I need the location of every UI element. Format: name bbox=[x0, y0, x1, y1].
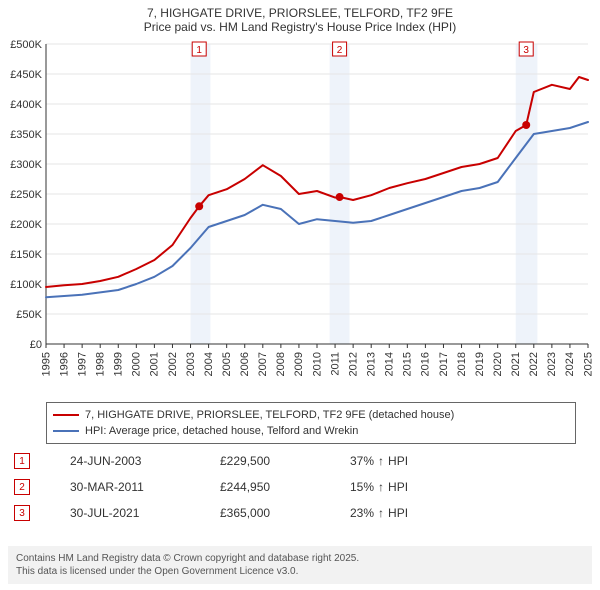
x-tick-label: 2009 bbox=[293, 352, 305, 376]
legend-swatch bbox=[53, 430, 79, 432]
x-tick-label: 2002 bbox=[167, 352, 179, 376]
legend-label: 7, HIGHGATE DRIVE, PRIORSLEE, TELFORD, T… bbox=[85, 409, 454, 421]
legend-item: HPI: Average price, detached house, Telf… bbox=[53, 423, 569, 439]
x-tick-label: 2003 bbox=[185, 352, 197, 376]
x-tick-label: 2014 bbox=[384, 352, 396, 376]
x-tick-label: 2013 bbox=[366, 352, 378, 376]
y-tick-label: £200K bbox=[10, 219, 42, 231]
sale-event-price: £244,950 bbox=[220, 480, 350, 494]
y-tick-label: £150K bbox=[10, 249, 42, 261]
x-tick-label: 2023 bbox=[546, 352, 558, 376]
sale-badge-number: 2 bbox=[337, 45, 343, 56]
sale-event-pct: 15% bbox=[350, 480, 374, 494]
sale-point bbox=[336, 193, 344, 201]
x-tick-label: 1995 bbox=[40, 352, 52, 376]
x-tick-label: 2008 bbox=[275, 352, 287, 376]
y-tick-label: £350K bbox=[10, 129, 42, 141]
title-line-1: 7, HIGHGATE DRIVE, PRIORSLEE, TELFORD, T… bbox=[4, 6, 596, 20]
x-tick-label: 2000 bbox=[131, 352, 143, 376]
legend: 7, HIGHGATE DRIVE, PRIORSLEE, TELFORD, T… bbox=[46, 402, 576, 444]
title-line-2: Price paid vs. HM Land Registry's House … bbox=[4, 20, 596, 34]
footer-line-2: This data is licensed under the Open Gov… bbox=[16, 565, 584, 578]
legend-label: HPI: Average price, detached house, Telf… bbox=[85, 425, 358, 437]
x-tick-label: 2019 bbox=[474, 352, 486, 376]
x-tick-label: 1999 bbox=[113, 352, 125, 376]
x-tick-label: 2011 bbox=[329, 352, 341, 376]
x-tick-label: 2016 bbox=[420, 352, 432, 376]
sale-event-delta: 23% ↑ HPI bbox=[350, 506, 480, 520]
sale-event-badge: 3 bbox=[14, 505, 30, 521]
sale-event-row: 2 30-MAR-2011£244,95015% ↑ HPI bbox=[8, 474, 592, 500]
y-tick-label: £250K bbox=[10, 189, 42, 201]
sale-event-date: 30-MAR-2011 bbox=[70, 480, 220, 494]
x-tick-label: 2017 bbox=[438, 352, 450, 376]
price-chart-svg: £0 £50K £100K £150K £200K £250K £300K £350K £400… bbox=[0, 38, 600, 398]
sale-event-pct: 37% bbox=[350, 454, 374, 468]
y-tick-label: £50K bbox=[16, 309, 42, 321]
arrow-up-icon: ↑ bbox=[378, 480, 384, 494]
x-tick-label: 2005 bbox=[221, 352, 233, 376]
price-chart: £0 £50K £100K £150K £200K £250K £300K £350K £400… bbox=[0, 38, 600, 398]
x-tick-label: 1997 bbox=[76, 352, 88, 376]
chart-titles: 7, HIGHGATE DRIVE, PRIORSLEE, TELFORD, T… bbox=[0, 0, 600, 36]
sale-event-row: 3 30-JUL-2021£365,00023% ↑ HPI bbox=[8, 500, 592, 526]
sale-event-delta: 37% ↑ HPI bbox=[350, 454, 480, 468]
x-tick-label: 2021 bbox=[510, 352, 522, 376]
arrow-up-icon: ↑ bbox=[378, 454, 384, 468]
sale-event-price: £229,500 bbox=[220, 454, 350, 468]
y-tick-label: £300K bbox=[10, 159, 42, 171]
x-tick-label: 2018 bbox=[456, 352, 468, 376]
x-tick-label: 2022 bbox=[528, 352, 540, 376]
sale-event-suffix: HPI bbox=[388, 454, 408, 468]
y-tick-label: £100K bbox=[10, 279, 42, 291]
sale-event-date: 24-JUN-2003 bbox=[70, 454, 220, 468]
y-tick-label: £500K bbox=[10, 39, 42, 51]
sale-point bbox=[522, 121, 530, 129]
x-tick-label: 2006 bbox=[239, 352, 251, 376]
y-tick-label: £0 bbox=[30, 339, 42, 351]
sale-event-date: 30-JUL-2021 bbox=[70, 506, 220, 520]
footer-line-1: Contains HM Land Registry data © Crown c… bbox=[16, 552, 584, 565]
sale-event-badge: 2 bbox=[14, 479, 30, 495]
x-tick-label: 2010 bbox=[311, 352, 323, 376]
x-tick-label: 2004 bbox=[203, 352, 215, 376]
x-tick-label: 1998 bbox=[94, 352, 106, 376]
x-tick-label: 2024 bbox=[564, 352, 576, 376]
sale-events: 1 24-JUN-2003£229,50037% ↑ HPI 2 30-MAR-2011£… bbox=[8, 448, 592, 526]
sale-event-row: 1 24-JUN-2003£229,50037% ↑ HPI bbox=[8, 448, 592, 474]
sale-badge-number: 3 bbox=[523, 45, 529, 56]
x-tick-label: 2007 bbox=[257, 352, 269, 376]
sale-event-suffix: HPI bbox=[388, 506, 408, 520]
sale-event-suffix: HPI bbox=[388, 480, 408, 494]
sale-event-delta: 15% ↑ HPI bbox=[350, 480, 480, 494]
x-tick-label: 2012 bbox=[347, 352, 359, 376]
sale-point bbox=[195, 202, 203, 210]
x-tick-label: 2015 bbox=[402, 352, 414, 376]
x-tick-label: 2020 bbox=[492, 352, 504, 376]
arrow-up-icon: ↑ bbox=[378, 506, 384, 520]
x-tick-label: 1996 bbox=[58, 352, 70, 376]
legend-swatch bbox=[53, 414, 79, 416]
legend-item: 7, HIGHGATE DRIVE, PRIORSLEE, TELFORD, T… bbox=[53, 407, 569, 423]
sale-event-price: £365,000 bbox=[220, 506, 350, 520]
y-tick-label: £450K bbox=[10, 69, 42, 81]
y-tick-label: £400K bbox=[10, 99, 42, 111]
sale-badge-number: 1 bbox=[196, 45, 202, 56]
x-tick-label: 2025 bbox=[582, 352, 594, 376]
sale-event-badge: 1 bbox=[14, 453, 30, 469]
x-tick-label: 2001 bbox=[149, 352, 161, 376]
sale-event-pct: 23% bbox=[350, 506, 374, 520]
data-attribution: Contains HM Land Registry data © Crown c… bbox=[8, 546, 592, 584]
